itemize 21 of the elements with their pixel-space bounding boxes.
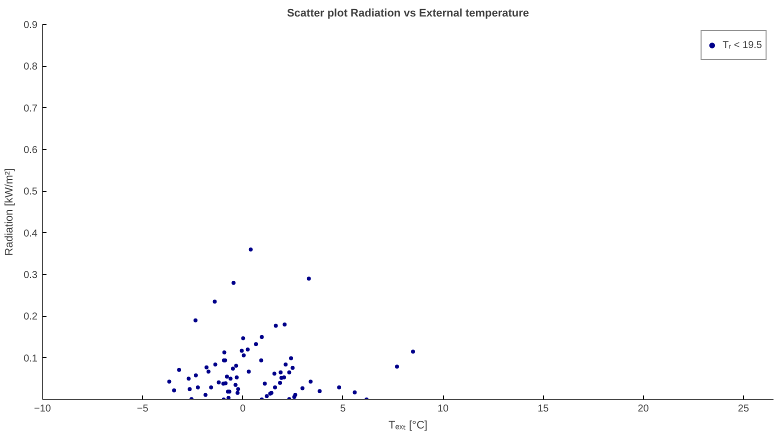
y-tick-label: 0.9: [24, 20, 38, 31]
y-tick-label: 0.8: [24, 62, 38, 73]
x-tick-label: 20: [638, 404, 650, 414]
y-tick-label: 0.5: [24, 186, 38, 198]
y-tick-label: 0.1: [24, 353, 38, 364]
y-tick-label: 0.2: [24, 312, 38, 323]
x-tick-label: 15: [538, 404, 550, 414]
x-tick-label: 10: [437, 404, 450, 414]
y-tick-label: 0.6: [24, 145, 38, 156]
y-tick-label: 0.7: [24, 103, 38, 114]
x-tick-label: 5: [340, 404, 346, 414]
x-tick-label: 0: [240, 404, 246, 414]
x-tick-label: −5: [136, 404, 149, 414]
x-tick-label: −10: [34, 404, 52, 414]
y-axis-title: Radiation [kW/m²]: [4, 168, 16, 256]
x-tick-label: 25: [738, 404, 750, 414]
x-axis-title: Tₑₓₜ [°C]: [388, 420, 428, 432]
legend-label: Tᵣ < 19.5: [722, 40, 762, 50]
y-tick-label: 0.4: [24, 228, 38, 240]
y-tick-label: 0.3: [24, 270, 38, 281]
chart-title: Scatter plot Radiation vs External temperature: [286, 8, 530, 20]
